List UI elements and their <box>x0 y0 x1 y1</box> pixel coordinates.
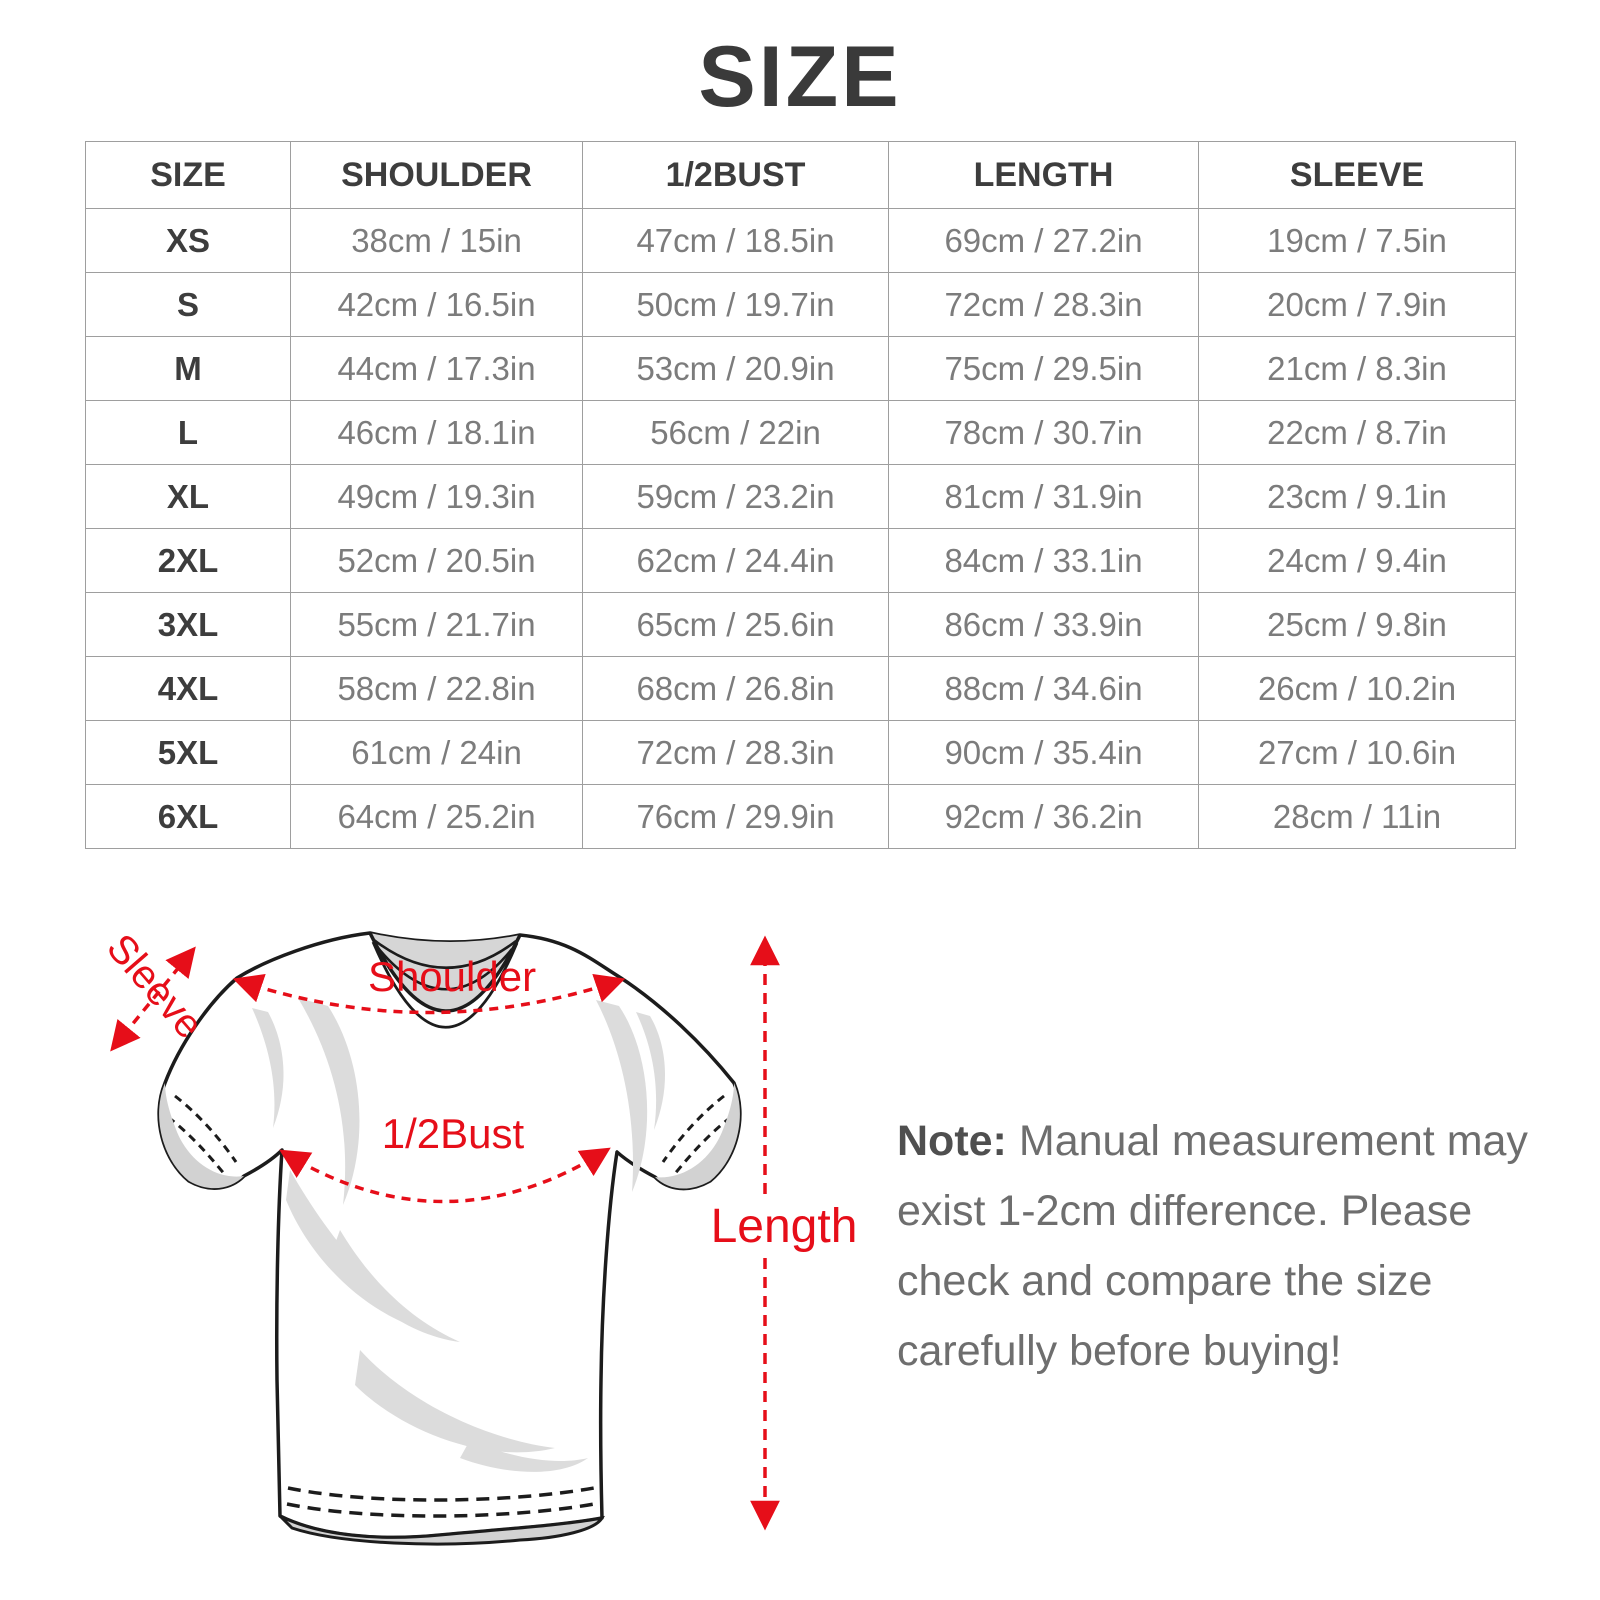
length-value: 81cm / 31.9in <box>888 464 1199 529</box>
length-value: 78cm / 30.7in <box>888 400 1199 465</box>
length-value: 88cm / 34.6in <box>888 656 1199 721</box>
length-value: 84cm / 33.1in <box>888 528 1199 593</box>
sleeve-value: 28cm / 11in <box>1198 784 1516 849</box>
table-row: 4XL 58cm / 22.8in 68cm / 26.8in 88cm / 3… <box>85 656 1516 721</box>
shoulder-value: 42cm / 16.5in <box>290 272 583 337</box>
note-line: carefully before buying! <box>897 1327 1342 1375</box>
column-header-length: LENGTH <box>888 141 1199 209</box>
shoulder-label: Shoulder <box>368 953 536 1000</box>
note-line: Note: Manual measurement may <box>897 1106 1528 1176</box>
sleeve-value: 27cm / 10.6in <box>1198 720 1516 785</box>
shoulder-value: 46cm / 18.1in <box>290 400 583 465</box>
shoulder-value: 52cm / 20.5in <box>290 528 583 593</box>
size-label: 3XL <box>85 592 291 657</box>
tshirt-measurement-diagram: Sleeve Shoulder 1/2Bust Length <box>98 926 866 1546</box>
size-label: M <box>85 336 291 401</box>
table-row: M 44cm / 17.3in 53cm / 20.9in 75cm / 29.… <box>85 336 1516 401</box>
column-header-size: SIZE <box>85 141 291 209</box>
bust-value: 53cm / 20.9in <box>582 336 889 401</box>
bust-label: 1/2Bust <box>382 1110 525 1157</box>
size-label: 4XL <box>85 656 291 721</box>
size-label: S <box>85 272 291 337</box>
shoulder-value: 49cm / 19.3in <box>290 464 583 529</box>
sleeve-arrow <box>110 946 196 1052</box>
size-label: L <box>85 400 291 465</box>
bust-value: 50cm / 19.7in <box>582 272 889 337</box>
bust-value: 68cm / 26.8in <box>582 656 889 721</box>
length-value: 69cm / 27.2in <box>888 208 1199 273</box>
table-row: S 42cm / 16.5in 50cm / 19.7in 72cm / 28.… <box>85 272 1516 337</box>
size-label: XS <box>85 208 291 273</box>
sleeve-value: 21cm / 8.3in <box>1198 336 1516 401</box>
shoulder-arrow <box>232 974 626 1015</box>
sleeve-value: 25cm / 9.8in <box>1198 592 1516 657</box>
bust-value: 56cm / 22in <box>582 400 889 465</box>
bust-value: 47cm / 18.5in <box>582 208 889 273</box>
tshirt-illustration <box>157 931 742 1546</box>
length-label: Length <box>711 1200 858 1253</box>
column-header-shoulder: SHOULDER <box>290 141 583 209</box>
wrinkle-shading <box>252 998 666 1472</box>
sleeve-value: 24cm / 9.4in <box>1198 528 1516 593</box>
measurement-note: Note: Manual measurement may exist 1-2cm … <box>897 1106 1528 1386</box>
sleeve-value: 23cm / 9.1in <box>1198 464 1516 529</box>
bust-value: 72cm / 28.3in <box>582 720 889 785</box>
size-table: SIZE SHOULDER 1/2BUST LENGTH SLEEVE XS 3… <box>85 141 1516 849</box>
note-line: exist 1-2cm difference. Please <box>897 1187 1473 1235</box>
sleeve-value: 19cm / 7.5in <box>1198 208 1516 273</box>
table-row: 2XL 52cm / 20.5in 62cm / 24.4in 84cm / 3… <box>85 528 1516 593</box>
shoulder-value: 58cm / 22.8in <box>290 656 583 721</box>
table-row: 3XL 55cm / 21.7in 65cm / 25.6in 86cm / 3… <box>85 592 1516 657</box>
page-title: SIZE <box>698 29 902 125</box>
note-line: check and compare the size <box>897 1257 1433 1305</box>
length-value: 86cm / 33.9in <box>888 592 1199 657</box>
table-row: XL 49cm / 19.3in 59cm / 23.2in 81cm / 31… <box>85 464 1516 529</box>
size-label: 2XL <box>85 528 291 593</box>
table-row: L 46cm / 18.1in 56cm / 22in 78cm / 30.7i… <box>85 400 1516 465</box>
bust-value: 59cm / 23.2in <box>582 464 889 529</box>
column-header-sleeve: SLEEVE <box>1198 141 1516 209</box>
cuff-shading <box>159 1083 740 1189</box>
length-label-backdrop <box>702 1200 866 1254</box>
sleeve-label: Sleeve <box>98 926 211 1047</box>
length-value: 90cm / 35.4in <box>888 720 1199 785</box>
length-value: 72cm / 28.3in <box>888 272 1199 337</box>
note-text: Manual measurement may <box>1018 1117 1528 1165</box>
shoulder-value: 44cm / 17.3in <box>290 336 583 401</box>
table-row: 5XL 61cm / 24in 72cm / 28.3in 90cm / 35.… <box>85 720 1516 785</box>
shoulder-value: 61cm / 24in <box>290 720 583 785</box>
cuff-stitching <box>167 1094 732 1177</box>
length-value: 92cm / 36.2in <box>888 784 1199 849</box>
table-row: XS 38cm / 15in 47cm / 18.5in 69cm / 27.2… <box>85 208 1516 273</box>
table-header-row: SIZE SHOULDER 1/2BUST LENGTH SLEEVE <box>85 141 1516 209</box>
shoulder-value: 55cm / 21.7in <box>290 592 583 657</box>
bust-value: 65cm / 25.6in <box>582 592 889 657</box>
size-label: 5XL <box>85 720 291 785</box>
sleeve-value: 26cm / 10.2in <box>1198 656 1516 721</box>
note-label: Note: <box>897 1117 1007 1165</box>
shoulder-value: 64cm / 25.2in <box>290 784 583 849</box>
sleeve-value: 20cm / 7.9in <box>1198 272 1516 337</box>
shoulder-value: 38cm / 15in <box>290 208 583 273</box>
bust-value: 62cm / 24.4in <box>582 528 889 593</box>
sleeve-value: 22cm / 8.7in <box>1198 400 1516 465</box>
column-header-bust: 1/2BUST <box>582 141 889 209</box>
bust-value: 76cm / 29.9in <box>582 784 889 849</box>
bottom-hem <box>278 1486 605 1546</box>
table-row: 6XL 64cm / 25.2in 76cm / 29.9in 92cm / 3… <box>85 784 1516 849</box>
size-label: XL <box>85 464 291 529</box>
bust-arrow <box>279 1147 611 1204</box>
length-value: 75cm / 29.5in <box>888 336 1199 401</box>
size-label: 6XL <box>85 784 291 849</box>
